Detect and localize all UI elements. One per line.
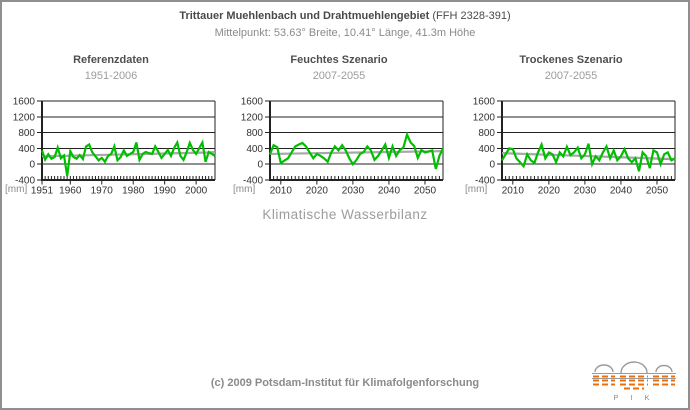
svg-text:[mm]: [mm] [5, 184, 27, 195]
line-chart-svg: 1600 1200 800 400 0 -400[mm] 2010 2020 2030 2040 2… [233, 97, 444, 197]
svg-text:2000: 2000 [185, 186, 208, 197]
line-chart-svg: 1600 1200 800 400 0 -400[mm] 2010 2020 2030 2040 2… [465, 97, 676, 197]
svg-text:2020: 2020 [538, 186, 561, 197]
svg-text:1980: 1980 [122, 186, 145, 197]
logo-label: P I K [613, 393, 654, 402]
svg-text:1960: 1960 [59, 186, 82, 197]
svg-text:1200: 1200 [241, 112, 264, 123]
page-title-main: Trittauer Muehlenbach und Drahtmuehlenge… [179, 10, 430, 22]
svg-text:0: 0 [29, 160, 35, 171]
svg-text:1951: 1951 [31, 186, 54, 197]
page-title-code: (FFH 2328-391) [429, 10, 511, 22]
svg-text:800: 800 [246, 128, 263, 139]
chart-trockenes-szenario: Trockenes Szenario 2007-2055 1600 1200 800… [462, 54, 680, 204]
svg-text:1990: 1990 [154, 186, 177, 197]
svg-text:1200: 1200 [13, 112, 36, 123]
svg-text:1600: 1600 [13, 97, 36, 108]
svg-text:-400: -400 [243, 176, 263, 187]
chart-title: Referenzdaten [73, 54, 149, 66]
svg-text:2030: 2030 [342, 186, 365, 197]
svg-text:2050: 2050 [414, 186, 437, 197]
svg-text:1970: 1970 [91, 186, 114, 197]
logo-domes [592, 361, 676, 379]
svg-text:1600: 1600 [241, 97, 264, 108]
svg-text:0: 0 [489, 160, 495, 171]
chart-subtitle: 1951-2006 [84, 70, 138, 82]
chart-referenzdaten: Referenzdaten 1951-2006 1600 1200 800 400 0 -… [2, 54, 220, 204]
chart-title: Feuchtes Szenario [290, 54, 388, 66]
svg-text:400: 400 [246, 144, 263, 155]
svg-text:-400: -400 [15, 176, 35, 187]
pik-logo-icon: P I K [592, 361, 676, 402]
svg-text:2050: 2050 [646, 186, 669, 197]
chart-subtitle: 2007-2055 [544, 70, 598, 82]
chart-subtitle: 2007-2055 [312, 70, 366, 82]
svg-text:2030: 2030 [574, 186, 597, 197]
svg-text:2010: 2010 [270, 186, 293, 197]
svg-text:1200: 1200 [473, 112, 496, 123]
svg-text:400: 400 [18, 144, 35, 155]
svg-text:800: 800 [478, 128, 495, 139]
page-title: Trittauer Muehlenbach und Drahtmuehlenge… [2, 10, 688, 22]
logo-bricks [593, 375, 675, 390]
chart-title: Trockenes Szenario [519, 54, 623, 66]
svg-text:[mm]: [mm] [233, 184, 255, 195]
svg-text:0: 0 [257, 160, 263, 171]
svg-text:2040: 2040 [610, 186, 633, 197]
line-chart-svg: 1600 1200 800 400 0 -400[mm] 1951 1960 1970 1980 1… [5, 97, 216, 197]
water-balance-series [268, 131, 444, 170]
svg-text:1600: 1600 [473, 97, 496, 108]
figure-caption: Klimatische Wasserbilanz [262, 207, 428, 222]
svg-text:[mm]: [mm] [465, 184, 487, 195]
chart-feuchtes-szenario: Feuchtes Szenario 2007-2055 1600 1200 800 4… [230, 54, 448, 204]
water-balance-series [501, 141, 676, 172]
svg-text:2040: 2040 [378, 186, 401, 197]
svg-text:-400: -400 [475, 176, 495, 187]
svg-text:400: 400 [478, 144, 495, 155]
svg-text:2010: 2010 [502, 186, 525, 197]
trend-line-gray [269, 150, 444, 156]
svg-text:800: 800 [18, 128, 35, 139]
copyright-text: (c) 2009 Potsdam-Institut für Klimafolge… [210, 377, 480, 389]
page-subtitle: Mittelpunkt: 53.63° Breite, 10.41° Länge… [214, 27, 476, 39]
svg-text:2020: 2020 [306, 186, 329, 197]
water-balance-series [40, 139, 216, 177]
